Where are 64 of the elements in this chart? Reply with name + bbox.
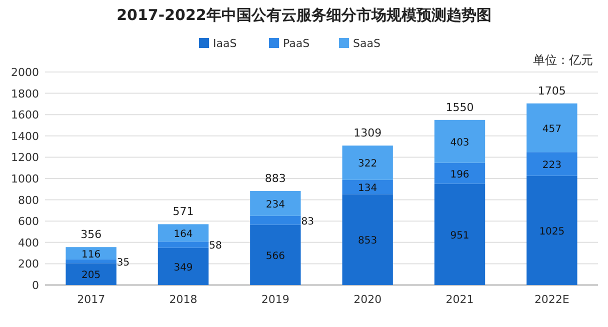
bar [342,194,393,285]
y-tick-label: 1200 [11,151,39,164]
data-label: 134 [358,183,378,194]
data-label: 951 [450,230,470,242]
bar [158,224,209,242]
data-label: 566 [266,250,285,262]
data-label: 164 [174,228,193,240]
legend-label: PaaS [283,37,310,50]
data-label: 83 [301,216,314,228]
bar [158,248,209,285]
bar [250,190,301,216]
x-tick-label: 2019 [261,293,290,306]
bar [66,247,116,260]
data-label: 196 [450,169,470,180]
bar [526,152,578,176]
legend-label: SaaS [353,37,380,50]
total-label: 1705 [538,84,566,98]
x-tick-label: 2018 [169,293,198,306]
data-label: 35 [116,257,130,268]
y-tick-label: 400 [18,236,39,250]
total-label: 1309 [354,126,382,140]
y-tick-label: 1400 [11,130,39,143]
total-label: 571 [172,205,194,218]
y-tick-label: 1800 [11,87,39,100]
total-label: 883 [264,172,286,185]
bar [250,216,301,225]
data-label: 457 [542,124,562,135]
bar [66,259,116,264]
data-label: 853 [358,236,378,247]
x-tick-label: 2017 [77,293,106,306]
text: 单位：亿元 [533,53,593,67]
y-tick-label: 200 [18,258,39,271]
x-tick-label: 2021 [446,293,474,306]
bar [434,162,486,184]
chart-title: 2017-2022年中国公有云服务细分市场规模预测趋势图 [116,6,492,24]
x-tick-label: 2022E [534,293,570,306]
bar [526,176,578,285]
bar [342,146,393,180]
data-label: 403 [450,137,470,148]
y-tick-label: 1600 [11,108,39,122]
bar [434,120,486,163]
y-tick-label: 2000 [11,66,39,79]
data-label: 223 [542,160,562,171]
data-label: 322 [358,158,378,170]
y-tick-label: 600 [18,215,39,228]
bar [250,224,301,285]
y-tick-label: 1000 [11,172,39,186]
bar [66,263,116,285]
bar [434,184,486,285]
data-label: 234 [266,199,285,210]
data-label: 1025 [539,226,565,238]
bar [526,103,578,152]
y-tick-label: 800 [18,194,39,207]
legend-label: IaaS [213,37,237,50]
bar [158,242,209,248]
bar [342,180,393,194]
data-label: 205 [82,270,101,282]
data-label: 349 [174,262,193,274]
data-label: 116 [82,249,101,260]
y-tick-label: 0 [32,279,39,292]
total-label: 356 [80,228,102,242]
x-tick-label: 2020 [354,293,382,306]
data-label: 58 [209,240,222,252]
total-label: 1550 [446,100,474,114]
